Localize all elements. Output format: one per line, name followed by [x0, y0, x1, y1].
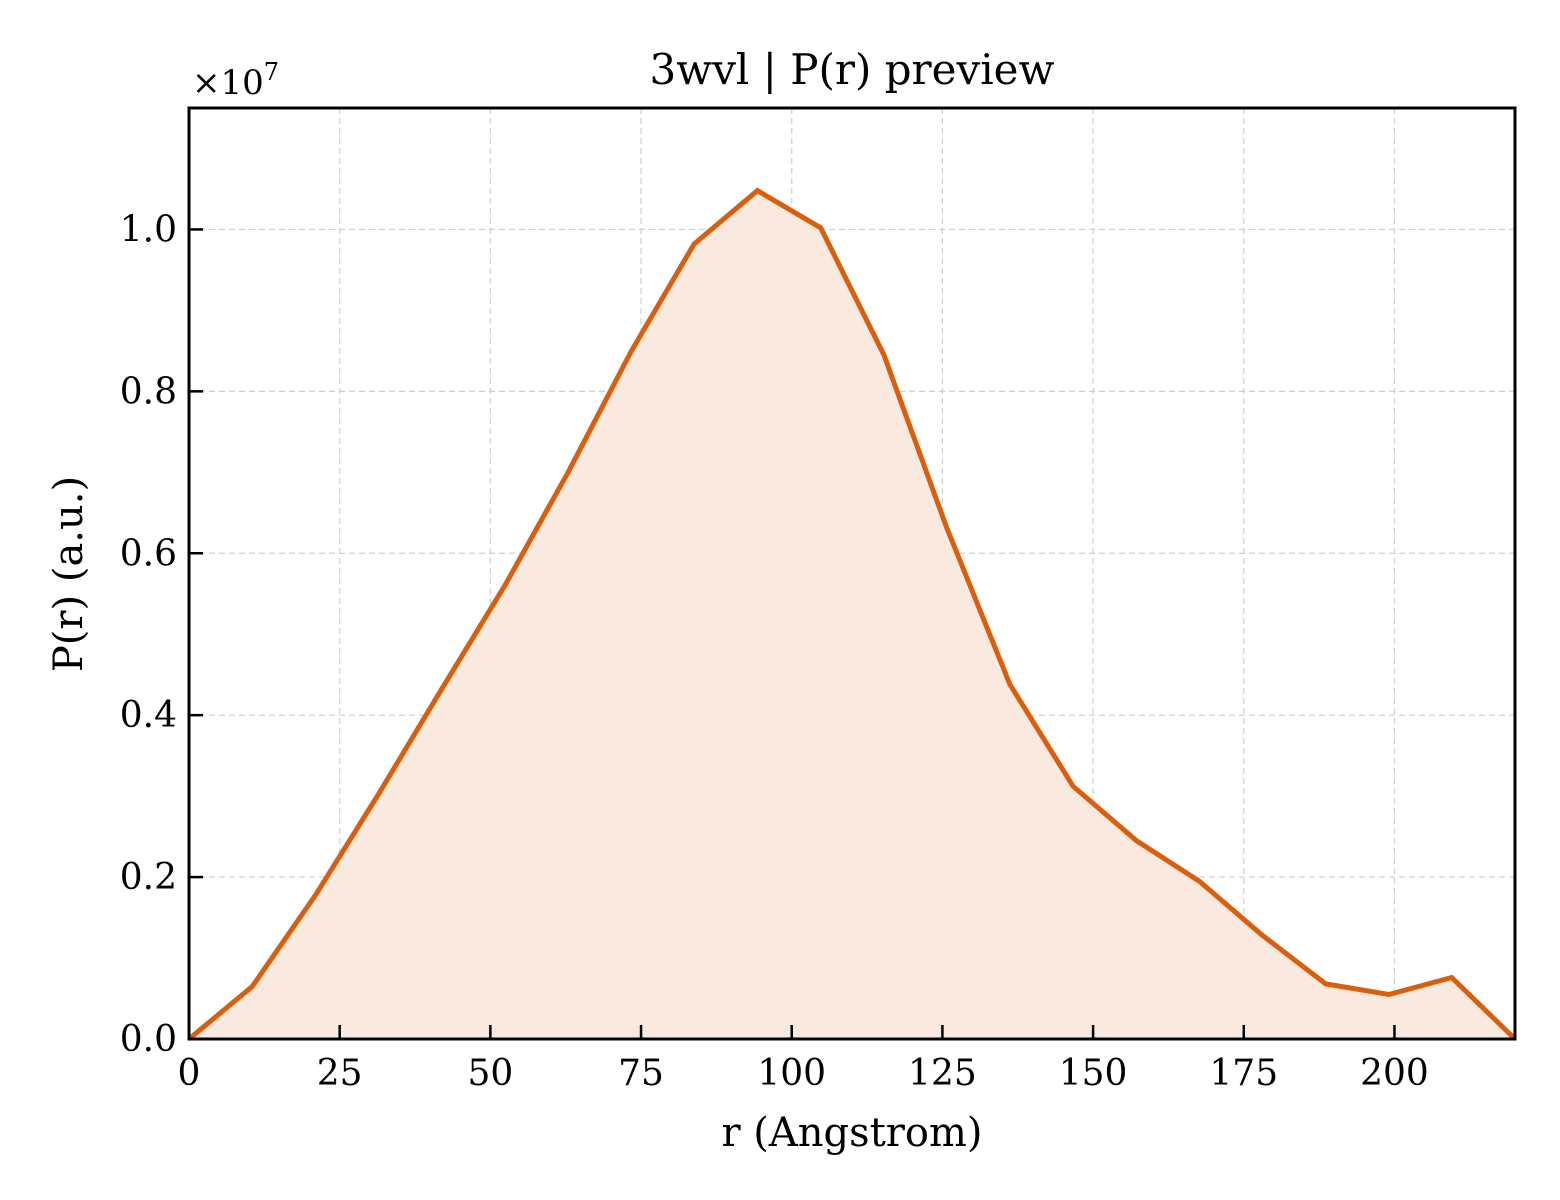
pr-series-line: [187, 187, 1517, 1041]
x-tick-label: 125: [908, 1053, 977, 1094]
y-offset-label: ×107: [192, 58, 279, 103]
y-axis-label: P(r) (a.u.): [46, 476, 92, 672]
x-tick-label: 175: [1209, 1053, 1278, 1094]
plot-frame: [187, 106, 1517, 1041]
y-tick-label: 0.8: [120, 371, 177, 412]
x-tick-label: 75: [618, 1053, 664, 1094]
x-tick-label: 25: [317, 1053, 363, 1094]
y-axis-ticks: 0.0 0.2 0.4 0.6 0.8 1.0: [120, 209, 203, 1060]
y-tick-label: 0.2: [120, 857, 177, 898]
x-axis-label: r (Angstrom): [721, 1110, 982, 1156]
y-offset-exponent: 7: [264, 58, 279, 86]
y-tick-label: 0.4: [120, 695, 177, 736]
y-tick-label: 0.0: [120, 1019, 177, 1060]
x-tick-label: 0: [178, 1053, 201, 1094]
chart-title: 3wvl | P(r) preview: [650, 45, 1055, 94]
x-tick-label: 100: [757, 1053, 826, 1094]
x-tick-label: 150: [1059, 1053, 1128, 1094]
x-tick-label: 50: [467, 1053, 513, 1094]
pr-area-fill: [189, 190, 1515, 1040]
x-axis-ticks: 0 25 50 75 100 125 150 175 200: [178, 1025, 1429, 1094]
x-tick-label: 200: [1360, 1053, 1429, 1094]
y-tick-label: 0.6: [120, 533, 177, 574]
y-tick-label: 1.0: [120, 209, 177, 250]
y-offset-base: ×10: [192, 63, 264, 103]
